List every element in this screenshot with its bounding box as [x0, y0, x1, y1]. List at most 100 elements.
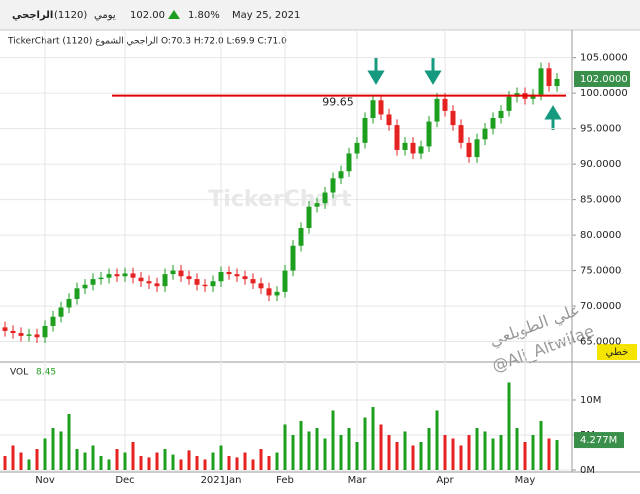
y-tick-label: 65.0000 [580, 337, 621, 348]
volume-bar [435, 410, 439, 470]
candle-body [298, 228, 304, 246]
volume-bar [411, 445, 415, 470]
candle-body [122, 273, 128, 277]
candle-body [26, 334, 32, 336]
volume-label: VOL [10, 368, 28, 378]
candle-body [154, 283, 160, 287]
y-tick-label: 90.0000 [580, 159, 621, 170]
volume-bar [467, 434, 471, 470]
volume-bar [179, 459, 183, 470]
arrow-up [544, 105, 562, 130]
volume-bar [27, 459, 31, 470]
volume-bar [371, 406, 375, 470]
candle-body [194, 279, 200, 285]
volume-bar [363, 417, 367, 470]
style-label: خطي [606, 347, 629, 358]
candle-body [130, 273, 136, 278]
candle-body [346, 153, 352, 172]
y-tick-label: 75.0000 [580, 266, 621, 277]
volume-bar [499, 434, 503, 470]
candle-body [18, 333, 24, 336]
candle-body [498, 110, 504, 118]
candle-body [378, 100, 384, 115]
candle-body [138, 277, 144, 282]
volume-bar [291, 434, 295, 470]
volume-bar [483, 431, 487, 470]
top-bar [0, 0, 640, 30]
x-tick-label: Mar [348, 475, 368, 486]
candle-body [202, 284, 208, 287]
x-tick-label: 2021Jan [201, 475, 242, 486]
volume-bar [91, 445, 95, 470]
candle-body [58, 307, 64, 317]
volume-bar [387, 434, 391, 470]
candle-body [242, 276, 248, 280]
volume-bar [403, 431, 407, 470]
symbol-name: الراجحي [12, 10, 53, 21]
volume-bar [219, 445, 223, 470]
volume-bar [227, 455, 231, 470]
x-tick-label: Apr [436, 475, 454, 486]
volume-bar [419, 441, 423, 470]
up-triangle [168, 10, 180, 19]
volume-bar [459, 445, 463, 470]
candle-body [530, 94, 536, 99]
candle-body [2, 327, 8, 331]
volume-bar [139, 455, 143, 470]
volume-bar [51, 427, 55, 470]
candle-body [226, 272, 232, 275]
candle-body [322, 192, 328, 204]
candle-body [506, 96, 512, 111]
candle-body [162, 274, 168, 287]
candle-body [10, 330, 16, 334]
y-tick-label: 0M [580, 465, 595, 476]
volume-bar [131, 441, 135, 470]
date: May 25, 2021 [232, 10, 300, 21]
last-price-label: 102.0000 [580, 74, 628, 85]
volume-bar [243, 452, 247, 470]
candle-body [482, 128, 488, 140]
volume-bar [491, 438, 495, 470]
candle-body [106, 274, 112, 278]
candle-body [490, 118, 496, 129]
volume-bar [259, 448, 263, 470]
volume-bar [427, 427, 431, 470]
volume-bar [355, 441, 359, 470]
volume-bar [147, 457, 151, 470]
volume-bar [115, 448, 119, 470]
volume-bar [59, 431, 63, 470]
style-button[interactable] [597, 344, 637, 360]
volume-bar [35, 448, 39, 470]
candle-body [82, 284, 88, 289]
volume-bar [251, 459, 255, 470]
volume-bar [195, 455, 199, 470]
candle-body [402, 142, 408, 150]
volume-bar [275, 452, 279, 470]
last-price-box [574, 70, 630, 87]
volume-bar [267, 455, 271, 470]
volume-bar [67, 413, 71, 470]
y-tick-label: 105.0000 [580, 53, 628, 64]
y-tick-label: 95.0000 [580, 124, 621, 135]
level-label: 99.65 [322, 96, 354, 109]
volume-bar [507, 382, 511, 470]
volume-bar [515, 427, 519, 470]
volume-bar [299, 420, 303, 470]
volume-bar [523, 441, 527, 470]
candle-body [474, 139, 480, 158]
volume-bar [107, 459, 111, 470]
period: يومي [94, 10, 116, 21]
candle-body [554, 78, 560, 87]
candle-body [266, 288, 272, 296]
volume-bar [187, 450, 191, 470]
volume-bar [307, 431, 311, 470]
volume-bar [163, 448, 167, 470]
candle-body [186, 276, 192, 280]
volume-bar [331, 410, 335, 470]
candle-body [314, 203, 320, 207]
volume-bar [315, 427, 319, 470]
candle-body [90, 279, 96, 285]
x-tick-label: Nov [35, 475, 55, 486]
candle-body [538, 68, 544, 95]
volume-bar [3, 455, 7, 470]
